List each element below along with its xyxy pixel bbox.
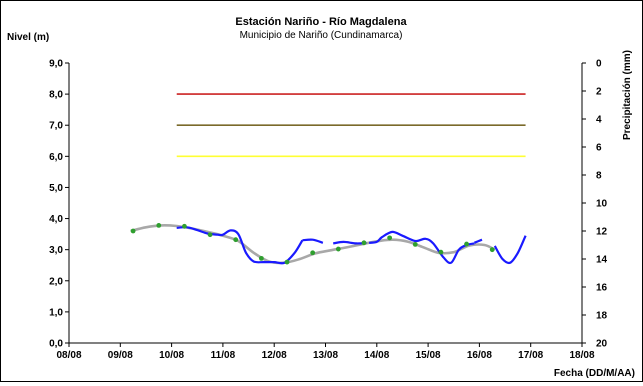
data-point — [182, 223, 187, 229]
y2-tick-label: 20 — [596, 339, 608, 350]
x-tick-label: 14/08 — [364, 350, 389, 361]
y2-tick-label: 8 — [596, 171, 602, 182]
data-point — [156, 223, 162, 228]
y2-tick-label: 14 — [596, 255, 608, 266]
x-tick-label: 18/08 — [569, 350, 594, 361]
axes-layer: 0,0 1,0 2,0 3,0 4,0 5,0 6,0 7,0 8,0 9,0 0 2 4 6 8 10 12 1… — [49, 59, 607, 362]
level-line-segment — [176, 226, 304, 265]
y-tick-label: 6,0 — [49, 152, 63, 163]
x-tick-label: 12/08 — [262, 350, 287, 361]
level-line-segment — [493, 235, 527, 265]
x-tick-label: 16/08 — [467, 350, 492, 361]
y-tick-label: 4,0 — [49, 214, 63, 225]
x-tick-label: 17/08 — [518, 350, 543, 361]
data-point — [310, 250, 316, 256]
level-line-segment — [302, 238, 324, 244]
y2-tick-label: 2 — [596, 87, 602, 98]
data-point — [258, 255, 264, 261]
marks-layer — [130, 93, 527, 265]
y-tick-label: 8,0 — [49, 90, 63, 101]
data-point — [207, 232, 213, 238]
level-line-segment — [369, 230, 475, 265]
trend-line — [130, 224, 496, 265]
y2-tick-label: 4 — [596, 115, 602, 126]
y-tick-label: 5,0 — [49, 183, 63, 194]
y-tick-label: 7,0 — [49, 121, 63, 132]
y2-tick-label: 6 — [596, 143, 602, 154]
y2-tick-label: 0 — [596, 59, 602, 70]
x-axis-title: Fecha (DD/M/AA) — [554, 368, 635, 379]
data-point — [489, 247, 495, 253]
data-point — [284, 259, 290, 265]
y-axis-title: Nivel (m) — [7, 32, 49, 43]
y-tick-label: 2,0 — [49, 276, 63, 287]
y2-tick-label: 10 — [596, 199, 608, 210]
data-point — [335, 246, 341, 252]
x-tick-label: 15/08 — [416, 350, 441, 361]
y2-tick-label: 18 — [596, 311, 608, 322]
chart-title: Estación Nariño - Río Magdalena — [235, 16, 407, 28]
y-tick-label: 1,0 — [49, 307, 63, 318]
x-tick-label: 11/08 — [211, 350, 236, 361]
y-tick-label: 3,0 — [49, 245, 63, 256]
y-tick-label: 9,0 — [49, 59, 63, 70]
x-tick-label: 13/08 — [313, 350, 338, 361]
x-tick-label: 08/08 — [56, 350, 81, 361]
chart-subtitle: Municipio de Nariño (Cundinamarca) — [240, 30, 403, 41]
data-point — [387, 235, 393, 241]
data-point — [233, 237, 239, 243]
data-point — [464, 241, 469, 247]
y2-tick-label: 16 — [596, 283, 608, 294]
data-point — [412, 241, 418, 247]
y2-tick-label: 12 — [596, 227, 608, 238]
level-line-segment — [333, 240, 367, 245]
y2-axis-title: Precipitación (mm) — [622, 50, 633, 140]
x-tick-label: 09/08 — [108, 350, 133, 361]
data-point — [361, 240, 367, 246]
y-tick-label: 0,0 — [49, 339, 63, 350]
data-point — [438, 249, 444, 255]
level-line-segment — [473, 238, 483, 244]
data-point — [130, 228, 136, 234]
x-tick-label: 10/08 — [159, 350, 184, 361]
